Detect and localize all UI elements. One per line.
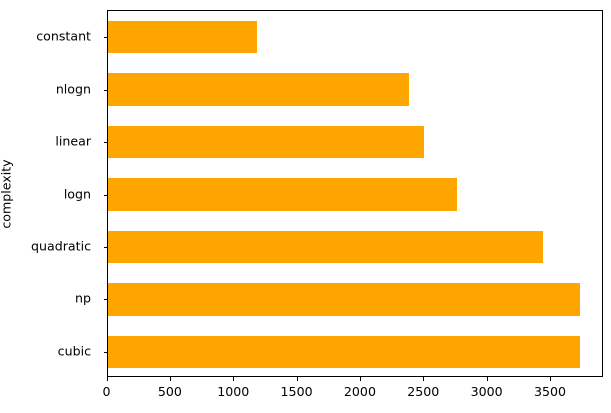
y-tick-label-cubic: cubic: [57, 343, 91, 359]
bars-container: [104, 11, 603, 376]
y-tick-label-logn: logn: [63, 186, 91, 201]
y-tick-label-nlogn: nlogn: [55, 81, 91, 97]
bar-linear: [107, 125, 425, 159]
y-axis-label: complexity: [0, 158, 14, 229]
x-tick-mark-3000: [486, 377, 488, 381]
y-tick-label-quadratic: quadratic: [31, 238, 91, 254]
x-tick-mark-0: [106, 377, 108, 381]
y-tick-mark-nlogn: [104, 89, 108, 91]
plot-axes: [104, 10, 603, 377]
y-tick-label-constant: constant: [36, 28, 91, 44]
x-tick-mark-2000: [359, 377, 361, 381]
y-tick-mark-cubic: [104, 351, 108, 353]
x-tick-label-2500: 2500: [407, 384, 440, 399]
x-tick-label-3500: 3500: [533, 384, 567, 399]
y-tick-mark-logn: [104, 194, 108, 196]
x-tick-mark-3500: [550, 377, 552, 381]
x-tick-label-0: 0: [102, 384, 111, 399]
bar-cubic: [107, 335, 581, 369]
bar-quadratic: [107, 230, 544, 264]
y-tick-mark-np: [104, 299, 108, 301]
y-tick-mark-constant: [104, 37, 108, 39]
bar-logn: [107, 178, 458, 211]
x-tick-mark-500: [169, 377, 171, 381]
y-tick-label-column: cubic np quadratic logn linear nlogn constant: [0, 0, 99, 413]
y-tick-mark-linear: [104, 142, 108, 144]
x-tick-label-2000: 2000: [343, 384, 376, 399]
y-tick-label-linear: linear: [55, 133, 91, 149]
x-tick-label-500: 500: [157, 384, 182, 399]
bar-np: [107, 283, 581, 316]
x-tick-mark-1000: [233, 377, 235, 381]
bar-nlogn: [107, 73, 410, 106]
x-tick-mark-1500: [296, 377, 298, 381]
x-tick-label-1000: 1000: [217, 384, 250, 399]
y-tick-mark-quadratic: [104, 246, 108, 248]
x-tick-label-1500: 1500: [280, 384, 313, 399]
bar-constant: [107, 20, 258, 54]
y-tick-label-np: np: [75, 290, 91, 306]
x-tick-mark-2500: [423, 377, 425, 381]
x-tick-label-3000: 3000: [470, 384, 503, 399]
